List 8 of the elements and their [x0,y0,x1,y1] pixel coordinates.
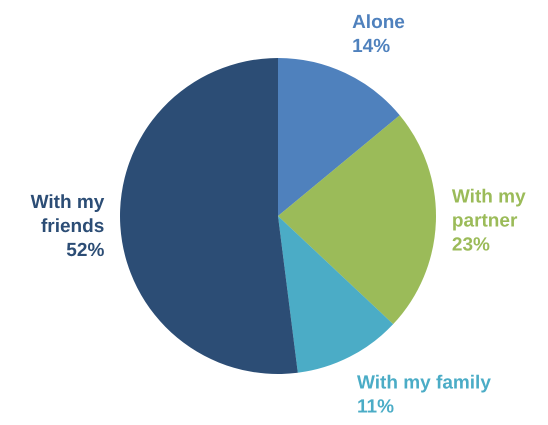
slice-label: With my partner [452,186,526,232]
data-label: 52% [66,240,104,262]
slice-label: With my family [356,372,492,394]
data-label: 14% [352,36,390,57]
slice-label: Alone [352,12,405,33]
data-label: 11% [356,396,394,418]
data-label: 23% [452,234,490,256]
slice-label: With my friends [30,192,105,238]
